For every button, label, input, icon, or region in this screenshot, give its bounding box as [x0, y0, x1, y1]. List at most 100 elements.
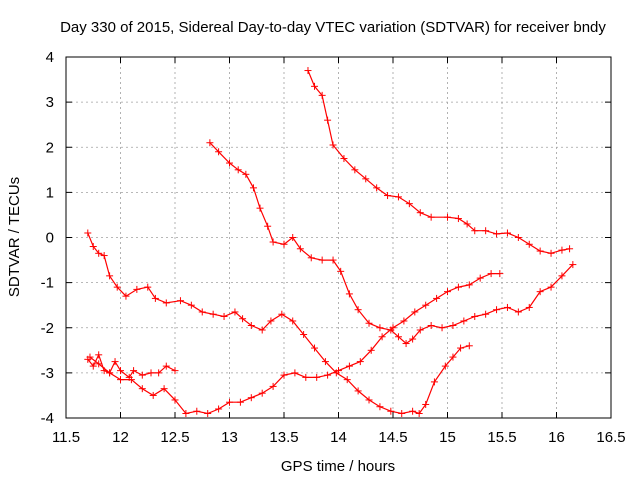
data-point — [267, 317, 275, 325]
data-point — [84, 229, 92, 237]
data-point — [569, 261, 577, 269]
series-track-d — [84, 351, 179, 381]
x-tick-label: 13 — [221, 429, 238, 446]
data-point — [138, 385, 146, 393]
data-point — [171, 367, 179, 375]
data-point — [151, 294, 159, 302]
data-point — [106, 272, 114, 280]
data-point — [324, 116, 332, 124]
data-point — [487, 270, 495, 278]
data-point — [106, 369, 114, 377]
data-point — [89, 362, 97, 370]
data-point — [289, 234, 297, 241]
data-point — [187, 301, 195, 309]
data-point — [133, 285, 141, 293]
y-tick-labels: -4 -3 -2 -1 0 1 2 3 4 — [41, 49, 54, 427]
data-point — [193, 407, 201, 415]
data-point — [318, 91, 326, 99]
data-point — [457, 344, 465, 352]
data-point — [239, 315, 247, 323]
data-point — [525, 240, 533, 248]
data-point — [147, 369, 155, 377]
data-point — [311, 82, 319, 90]
data-point — [278, 310, 286, 318]
data-point — [231, 308, 239, 316]
x-tick-label: 13.5 — [269, 429, 298, 446]
data-point — [343, 376, 351, 384]
y-tick-label: -1 — [41, 275, 54, 292]
data-point — [415, 409, 423, 417]
series-track-b — [206, 139, 577, 348]
data-point — [258, 326, 266, 334]
data-point — [345, 362, 353, 370]
data-point — [367, 346, 375, 354]
data-point — [209, 310, 217, 318]
y-tick-label: -4 — [41, 410, 54, 427]
data-point — [215, 148, 223, 156]
data-point — [566, 245, 574, 253]
data-point — [86, 353, 94, 361]
y-tick-label: 3 — [46, 94, 54, 111]
data-point — [329, 256, 337, 264]
data-point — [503, 229, 511, 237]
data-point — [409, 335, 417, 343]
x-tick-label: 15 — [439, 429, 456, 446]
data-point — [394, 333, 402, 341]
data-point — [302, 373, 310, 381]
data-point — [324, 371, 332, 379]
data-point — [387, 407, 395, 415]
data-point — [514, 234, 522, 241]
x-tick-label: 16.5 — [596, 429, 625, 446]
data-point — [514, 308, 522, 316]
data-point — [198, 308, 206, 316]
data-point — [449, 321, 457, 329]
data-point — [430, 378, 438, 386]
data-point — [138, 371, 146, 379]
data-point — [95, 351, 103, 359]
data-point — [340, 155, 348, 163]
data-point — [449, 353, 457, 361]
y-tick-label: 2 — [46, 139, 54, 156]
data-point — [206, 139, 214, 147]
y-tick-label: 1 — [46, 184, 54, 201]
x-axis-label: GPS time / hours — [281, 458, 395, 475]
data-point — [351, 166, 359, 174]
data-point — [493, 306, 501, 314]
data-point — [122, 292, 130, 300]
data-point — [226, 398, 233, 406]
data-point — [321, 358, 329, 366]
data-point — [482, 310, 490, 318]
data-point — [89, 243, 97, 251]
data-point — [300, 331, 308, 339]
data-point — [465, 342, 473, 350]
data-point — [264, 222, 272, 230]
data-point — [536, 288, 544, 296]
data-point — [176, 297, 184, 305]
data-point — [335, 367, 342, 375]
data-point — [365, 396, 373, 404]
data-point — [269, 382, 277, 390]
data-point — [558, 246, 566, 254]
x-tick-label: 14 — [330, 429, 347, 446]
data-point — [155, 369, 163, 377]
data-point — [280, 240, 288, 248]
data-point — [113, 283, 121, 291]
data-point — [258, 389, 266, 397]
data-point — [247, 394, 255, 402]
x-tick-label: 15.5 — [487, 429, 516, 446]
data-point — [171, 396, 179, 404]
data-point — [234, 166, 242, 174]
data-point — [536, 247, 544, 255]
data-point — [376, 403, 384, 411]
data-point — [249, 184, 257, 192]
data-point — [204, 409, 212, 417]
data-point — [144, 283, 152, 291]
data-point — [311, 344, 319, 352]
data-point — [427, 321, 435, 329]
data-point — [291, 369, 299, 377]
data-point — [337, 267, 345, 275]
data-point — [471, 312, 479, 320]
data-point — [411, 308, 419, 316]
data-point — [345, 290, 353, 298]
data-point — [389, 324, 397, 332]
